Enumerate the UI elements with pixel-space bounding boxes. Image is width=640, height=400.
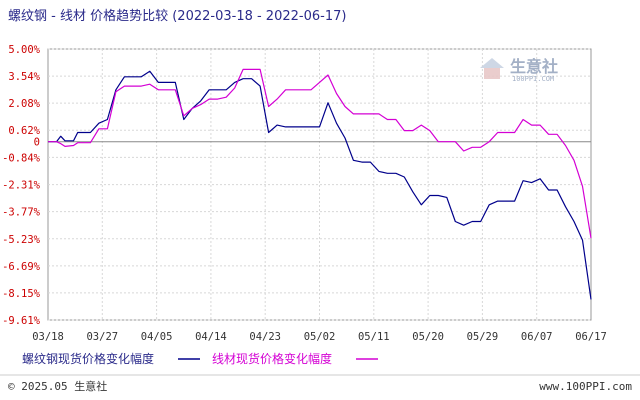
y-tick-label: -5.23% [2, 234, 41, 246]
series-line-1 [48, 68, 592, 239]
footer-copyright: © 2025.05 生意社 [8, 379, 107, 393]
watermark: 生意社 100PPI.COM [480, 57, 558, 83]
y-tick-label: -3.77% [2, 207, 41, 219]
x-tick-label: 04/05 [141, 331, 173, 343]
y-tick-label: 0 [34, 137, 40, 149]
y-tick-label: 5.00% [8, 44, 40, 56]
watermark-text: 生意社 [510, 57, 558, 76]
series-lines [48, 68, 592, 300]
legend: 螺纹钢现货价格变化幅度 线材现货价格变化幅度 [22, 351, 378, 366]
x-tick-label: 03/27 [86, 331, 118, 343]
series-line-0 [48, 70, 592, 300]
x-tick-label: 04/23 [249, 331, 281, 343]
legend-label-wire-rod: 线材现货价格变化幅度 [212, 351, 332, 366]
x-tick-label: 05/11 [358, 331, 390, 343]
x-axis-ticks: 03/18 03/27 04/05 04/14 04/23 05/02 05/11 05/20… [32, 331, 607, 343]
x-tick-label: 06/17 [575, 331, 607, 343]
x-tick-label: 05/29 [467, 331, 499, 343]
x-tick-label: 05/02 [304, 331, 336, 343]
y-tick-label: -6.69% [2, 261, 41, 273]
x-tick-label: 03/18 [32, 331, 64, 343]
footer-site: www.100PPI.com [539, 380, 632, 393]
house-icon [480, 58, 504, 79]
x-tick-label: 04/14 [195, 331, 227, 343]
watermark-url: 100PPI.COM [512, 75, 554, 83]
chart-title-main: 螺纹钢 - 线材 价格趋势比较 [8, 8, 168, 24]
chart-title: 螺纹钢 - 线材 价格趋势比较 (2022-03-18 - 2022-06-17… [8, 8, 346, 24]
y-tick-label: 3.54% [8, 71, 40, 83]
y-tick-label: -8.15% [2, 288, 41, 300]
x-tick-label: 06/07 [521, 331, 553, 343]
y-tick-label: 0.62% [8, 125, 40, 137]
x-tick-label: 05/20 [412, 331, 444, 343]
y-tick-label: -0.84% [2, 152, 41, 164]
y-tick-label: 2.08% [8, 98, 40, 110]
legend-label-rebar: 螺纹钢现货价格变化幅度 [22, 351, 154, 366]
y-tick-label: -9.61% [2, 315, 41, 327]
y-axis-ticks: 5.00% 3.54% 2.08% 0.62%0 -0.84% -2.31% -3.77% -… [2, 44, 41, 327]
y-tick-label: -2.31% [2, 180, 41, 192]
chart-date-range: (2022-03-18 - 2022-06-17) [172, 9, 346, 24]
